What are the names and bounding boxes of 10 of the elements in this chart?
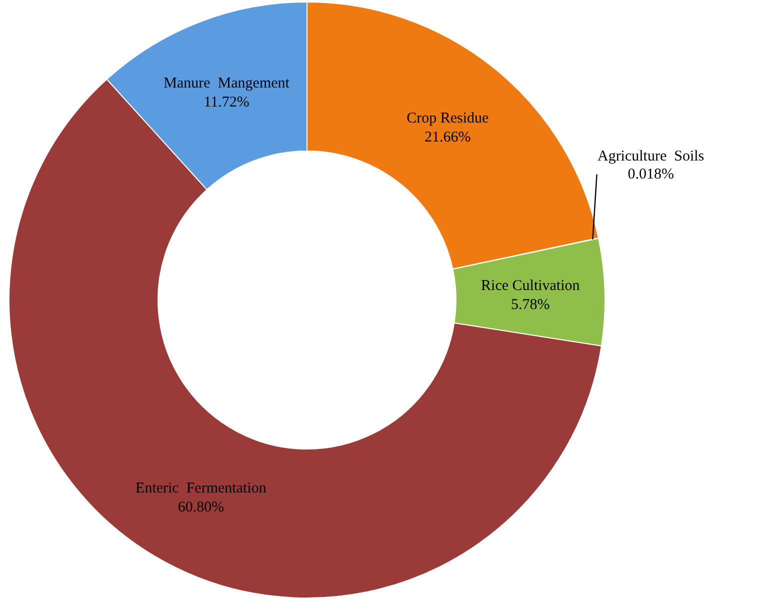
slice-label: Enteric Fermentation xyxy=(136,480,267,497)
data-label: 11.72% xyxy=(204,94,250,110)
slice-label: Crop Residue xyxy=(406,110,490,126)
data-label: 0.018% xyxy=(628,166,674,182)
slice-label: Rice Cultivation xyxy=(481,278,580,294)
slice-label: Agriculture Soils xyxy=(598,148,704,164)
data-label: 5.78% xyxy=(511,297,550,314)
data-label: 60.80% xyxy=(178,500,224,516)
data-label: 21.66% xyxy=(424,129,471,146)
slice-label: Manure Mangement xyxy=(164,75,290,92)
